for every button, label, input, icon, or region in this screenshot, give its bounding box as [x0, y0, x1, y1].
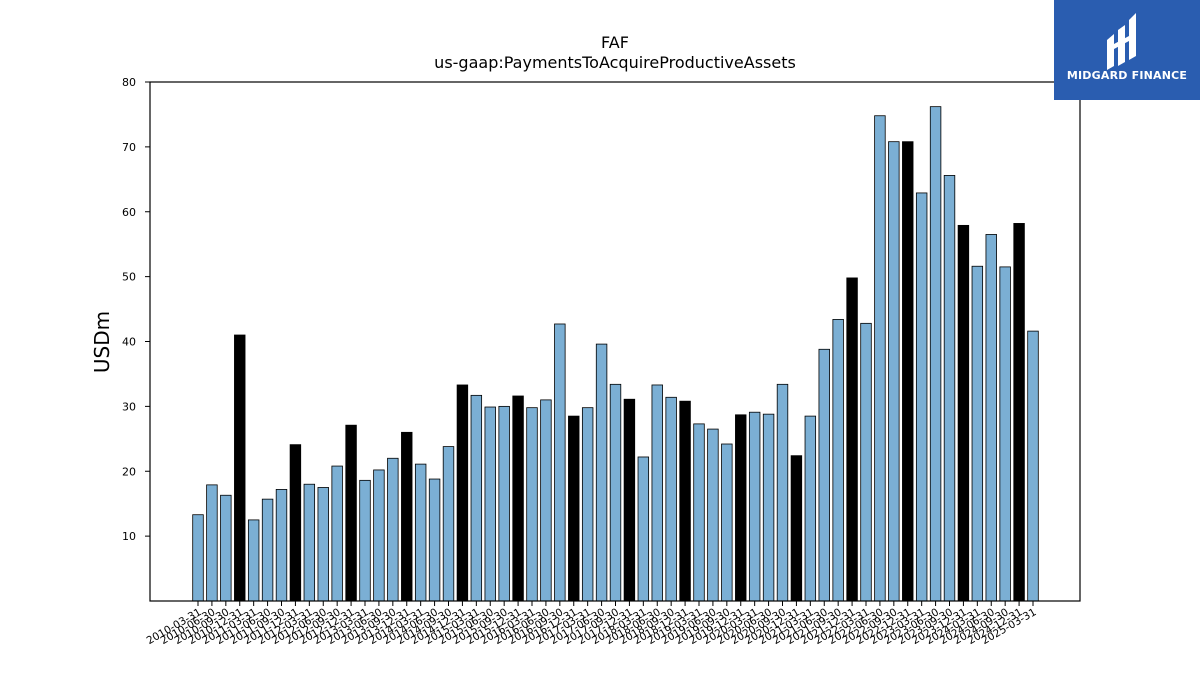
bar-2024-06-30	[985, 234, 997, 602]
y-tick-label: 20	[122, 465, 136, 478]
bar-2024-12-31	[1013, 223, 1025, 602]
y-tick-label: 60	[122, 206, 136, 219]
bar-2019-03-31	[693, 423, 705, 602]
bar-2024-03-31	[971, 265, 984, 602]
bar-2021-09-30	[832, 319, 844, 602]
bar-2014-09-30	[442, 446, 455, 602]
y-tick-label: 50	[122, 271, 136, 284]
bar-2018-12-31	[679, 400, 691, 602]
bar-2015-09-30	[498, 405, 510, 602]
bar-2022-12-31	[902, 141, 914, 602]
logo-text: MIDGARD FINANCE	[1066, 69, 1188, 82]
bar-2018-03-31	[637, 456, 650, 602]
bar-2019-12-31	[735, 414, 747, 602]
bar-2010-09-30	[220, 494, 232, 602]
bar-2021-03-31	[804, 415, 817, 602]
bar-2016-12-31	[568, 415, 580, 602]
bar-2017-09-30	[609, 383, 622, 602]
y-tick-label: 70	[122, 141, 136, 154]
bar-2011-09-30	[275, 489, 288, 602]
bar-2011-06-30	[261, 498, 274, 602]
bar-2018-06-30	[651, 384, 663, 602]
y-tick-label: 80	[122, 76, 136, 89]
bar-2021-12-31	[846, 277, 858, 602]
plot-frame	[149, 81, 1081, 602]
bar-2013-03-31	[359, 479, 371, 602]
bar-2017-06-30	[595, 343, 608, 602]
bar-2011-12-31	[289, 444, 302, 602]
bar-2012-03-31	[303, 483, 316, 602]
bar-2017-12-31	[623, 398, 636, 602]
bar-2012-09-30	[331, 465, 343, 602]
bar-2014-12-31	[456, 384, 469, 602]
bar-2023-06-30	[929, 106, 942, 602]
bar-2014-03-31	[414, 463, 427, 602]
bar-2024-09-30	[999, 266, 1011, 602]
bar-2010-03-31	[192, 514, 204, 602]
bar-2016-09-30	[554, 323, 566, 602]
bar-2010-06-30	[206, 484, 218, 602]
bar-2023-09-30	[943, 175, 956, 602]
bar-2020-12-31	[790, 455, 803, 602]
bar-2018-09-30	[665, 396, 677, 602]
bar-2019-09-30	[721, 443, 733, 602]
bar-2022-09-30	[888, 141, 900, 602]
bar-2025-03-31	[1027, 330, 1039, 602]
x-axis-ticks: 2010-03-312010-06-302010-09-302010-12-31…	[145, 601, 1039, 647]
bar-2020-03-31	[748, 411, 761, 602]
bar-2021-06-30	[818, 348, 830, 602]
bar-2010-12-31	[234, 334, 246, 602]
bar-2022-03-31	[860, 322, 872, 602]
y-tick-label: 10	[122, 530, 136, 543]
bar-2023-03-31	[915, 192, 928, 602]
bar-2019-06-30	[707, 428, 719, 602]
y-tick-label: 40	[122, 336, 136, 349]
bar-2022-06-30	[874, 115, 886, 602]
bar-2014-06-30	[428, 478, 441, 602]
bar-2016-03-31	[526, 407, 538, 602]
bar-2015-06-30	[484, 406, 496, 602]
y-tick-label: 30	[122, 400, 136, 413]
bar-2023-12-31	[957, 224, 970, 602]
bar-2012-06-30	[317, 487, 329, 602]
bar-2015-12-31	[512, 395, 524, 602]
bar-2012-12-31	[345, 424, 357, 602]
chart-title: FAF	[601, 33, 629, 52]
bar-2013-12-31	[401, 431, 413, 602]
bar-2020-06-30	[762, 413, 775, 602]
bars-group	[192, 106, 1039, 602]
y-axis-label: USDm	[90, 311, 114, 373]
logo-mark-icon	[1107, 13, 1136, 70]
bar-2011-03-31	[247, 519, 260, 602]
bar-2020-09-30	[776, 383, 789, 602]
bar-2015-03-31	[470, 394, 483, 602]
y-axis-ticks: 10 20 30 40 50 60 70 80	[122, 76, 150, 543]
midgard-finance-logo: MIDGARD FINANCE	[1054, 0, 1200, 100]
chart-subtitle: us-gaap:PaymentsToAcquireProductiveAsset…	[434, 53, 796, 72]
bar-2013-09-30	[387, 457, 399, 602]
bar-2017-03-31	[581, 407, 594, 602]
bar-2016-06-30	[540, 399, 552, 602]
bar-2013-06-30	[373, 469, 385, 602]
